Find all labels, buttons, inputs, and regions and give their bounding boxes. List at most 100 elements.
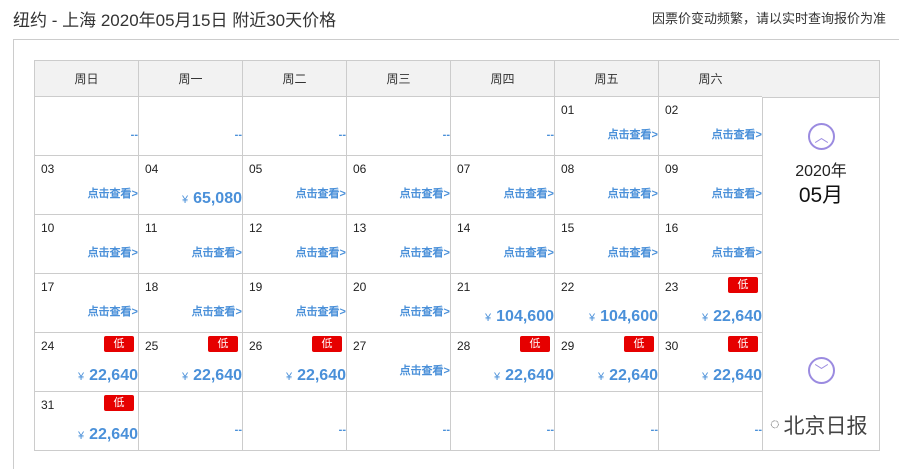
calendar-day-cell[interactable]: 02 点击查看>	[658, 96, 763, 156]
calendar-day-cell[interactable]: 21 ¥104,600	[450, 273, 555, 333]
price[interactable]: ¥104,600	[485, 308, 554, 326]
calendar-day-cell[interactable]: 09 点击查看>	[658, 155, 763, 215]
calendar-day-cell[interactable]: 11 点击查看>	[138, 214, 243, 274]
no-price: --	[338, 424, 346, 436]
day-number: 22	[561, 280, 575, 294]
no-price: --	[546, 424, 554, 436]
calendar-day-cell: --	[658, 391, 763, 451]
price[interactable]: ¥65,080	[182, 190, 242, 208]
calendar-day-cell: --	[450, 391, 555, 451]
calendar-day-cell[interactable]: 06 点击查看>	[346, 155, 451, 215]
low-price-badge: 低	[104, 336, 134, 352]
low-price-badge: 低	[624, 336, 654, 352]
no-price: --	[234, 424, 242, 436]
view-price-link[interactable]: 点击查看>	[399, 306, 450, 318]
view-price-link[interactable]: 点击查看>	[711, 247, 762, 259]
calendar-day-cell[interactable]: 24 低 ¥22,640	[34, 332, 139, 392]
view-price-link[interactable]: 点击查看>	[191, 306, 242, 318]
currency-symbol: ¥	[597, 371, 605, 383]
view-price-link[interactable]: 点击查看>	[607, 188, 658, 200]
view-price-link[interactable]: 点击查看>	[399, 188, 450, 200]
calendar-day-cell[interactable]: 31 低 ¥22,640	[34, 391, 139, 451]
price[interactable]: ¥104,600	[589, 308, 658, 326]
price[interactable]: ¥22,640	[78, 426, 138, 444]
day-number: 29	[561, 339, 575, 353]
calendar-day-cell[interactable]: 12 点击查看>	[242, 214, 347, 274]
day-number: 08	[561, 162, 575, 176]
prev-month-button[interactable]: ︿	[808, 123, 835, 150]
price[interactable]: ¥22,640	[494, 367, 554, 385]
view-price-link[interactable]: 点击查看>	[399, 365, 450, 377]
weekday-header: 周四	[450, 60, 555, 97]
no-price: --	[234, 129, 242, 141]
calendar-day-cell[interactable]: 03 点击查看>	[34, 155, 139, 215]
view-price-link[interactable]: 点击查看>	[503, 188, 554, 200]
calendar-day-cell[interactable]: 05 点击查看>	[242, 155, 347, 215]
view-price-link[interactable]: 点击查看>	[87, 188, 138, 200]
day-number: 28	[457, 339, 471, 353]
currency-symbol: ¥	[485, 312, 492, 324]
month-panel: ︿ 2020年 05月 ﹀	[762, 60, 880, 451]
weekday-header: 周五	[554, 60, 659, 97]
weekday-header: 周一	[138, 60, 243, 97]
currency-symbol: ¥	[77, 430, 85, 442]
calendar-day-cell[interactable]: 14 点击查看>	[450, 214, 555, 274]
calendar-day-cell[interactable]: 26 低 ¥22,640	[242, 332, 347, 392]
next-month-button[interactable]: ﹀	[808, 357, 835, 384]
currency-symbol: ¥	[701, 312, 709, 324]
price[interactable]: ¥22,640	[702, 367, 762, 385]
view-price-link[interactable]: 点击查看>	[607, 129, 658, 141]
calendar-day-cell[interactable]: 19 点击查看>	[242, 273, 347, 333]
view-price-link[interactable]: 点击查看>	[399, 247, 450, 259]
calendar-day-cell: --	[138, 391, 243, 451]
view-price-link[interactable]: 点击查看>	[295, 188, 346, 200]
calendar-day-cell[interactable]: 17 点击查看>	[34, 273, 139, 333]
view-price-link[interactable]: 点击查看>	[503, 247, 554, 259]
price[interactable]: ¥22,640	[78, 367, 138, 385]
low-price-badge: 低	[208, 336, 238, 352]
currency-symbol: ¥	[701, 371, 709, 383]
day-number: 21	[457, 280, 471, 294]
calendar-day-cell[interactable]: 07 点击查看>	[450, 155, 555, 215]
price-value: 22,640	[713, 367, 762, 384]
price[interactable]: ¥22,640	[182, 367, 242, 385]
calendar-day-cell[interactable]: 20 点击查看>	[346, 273, 451, 333]
calendar-day-cell[interactable]: 13 点击查看>	[346, 214, 451, 274]
day-number: 01	[561, 103, 575, 117]
weekday-header: 周二	[242, 60, 347, 97]
view-price-link[interactable]: 点击查看>	[607, 247, 658, 259]
view-price-link[interactable]: 点击查看>	[711, 188, 762, 200]
calendar-day-cell[interactable]: 25 低 ¥22,640	[138, 332, 243, 392]
price-value: 22,640	[297, 367, 346, 384]
calendar-day-cell[interactable]: 18 点击查看>	[138, 273, 243, 333]
calendar-day-cell[interactable]: 29 低 ¥22,640	[554, 332, 659, 392]
currency-symbol: ¥	[493, 371, 501, 383]
view-price-link[interactable]: 点击查看>	[711, 129, 762, 141]
view-price-link[interactable]: 点击查看>	[295, 247, 346, 259]
calendar-day-cell: --	[554, 391, 659, 451]
view-price-link[interactable]: 点击查看>	[191, 247, 242, 259]
view-price-link[interactable]: 点击查看>	[87, 306, 138, 318]
calendar-day-cell[interactable]: 08 点击查看>	[554, 155, 659, 215]
calendar-day-cell[interactable]: 27 点击查看>	[346, 332, 451, 392]
view-price-link[interactable]: 点击查看>	[87, 247, 138, 259]
day-number: 30	[665, 339, 679, 353]
calendar-day-cell[interactable]: 22 ¥104,600	[554, 273, 659, 333]
view-price-link[interactable]: 点击查看>	[295, 306, 346, 318]
calendar-day-cell[interactable]: 28 低 ¥22,640	[450, 332, 555, 392]
calendar-day-cell[interactable]: 30 低 ¥22,640	[658, 332, 763, 392]
price[interactable]: ¥22,640	[598, 367, 658, 385]
calendar-day-cell[interactable]: 01 点击查看>	[554, 96, 659, 156]
price-value: 104,600	[496, 308, 554, 325]
calendar-day-cell[interactable]: 16 点击查看>	[658, 214, 763, 274]
calendar-day-cell[interactable]: 15 点击查看>	[554, 214, 659, 274]
calendar-day-cell: --	[242, 96, 347, 156]
no-price: --	[546, 129, 554, 141]
calendar-day-cell[interactable]: 04 ¥65,080	[138, 155, 243, 215]
price[interactable]: ¥22,640	[286, 367, 346, 385]
calendar-day-cell[interactable]: 10 点击查看>	[34, 214, 139, 274]
price[interactable]: ¥22,640	[702, 308, 762, 326]
currency-symbol: ¥	[181, 194, 189, 206]
weekday-header: 周三	[346, 60, 451, 97]
calendar-day-cell[interactable]: 23 低 ¥22,640	[658, 273, 763, 333]
